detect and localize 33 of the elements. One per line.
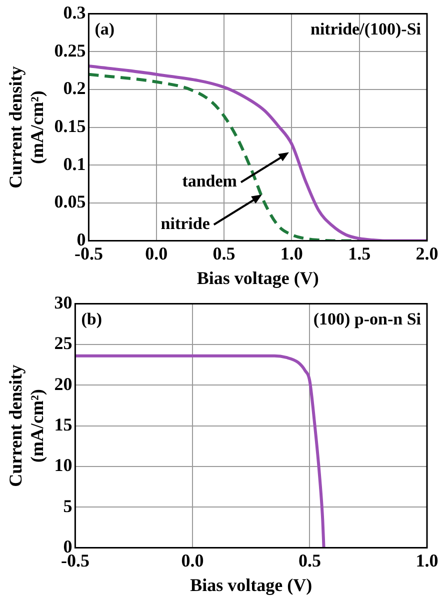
annotation: nitride/(100)-Si (310, 20, 422, 39)
y-tick-label: 25 (54, 333, 72, 354)
y-tick-label: 0.05 (54, 192, 86, 212)
x-tick-label: 2.0 (416, 243, 438, 264)
x-tick-label: 1.5 (348, 243, 371, 264)
x-tick-label: 0.0 (145, 243, 168, 264)
x-tick-label: 1.0 (280, 243, 303, 264)
y-tick-label: 0.1 (63, 154, 86, 174)
y-tick-label: 0.25 (54, 40, 86, 60)
y-tick-label: 0.15 (54, 116, 86, 136)
line-series (88, 72, 361, 241)
x-axis-title: Bias voltage (V) (196, 268, 319, 288)
y-tick-label: 5 (63, 496, 72, 516)
y-tick-label: 0.2 (63, 78, 86, 98)
annotation: (b) (81, 310, 102, 329)
y-tick-label: 15 (54, 414, 72, 434)
x-tick-label: 1.0 (416, 550, 438, 570)
y-tick-label: 30 (54, 292, 72, 312)
x-tick-label: 0.5 (212, 243, 236, 264)
annotation: (100) p-on-n Si (313, 310, 422, 329)
y-tick-label: 20 (54, 374, 72, 394)
line-series (75, 354, 326, 548)
x-tick-label: 0.0 (181, 550, 204, 570)
y-tick-label: 0.3 (63, 2, 86, 22)
x-tick-label: 0.5 (298, 550, 321, 570)
annotation: tandem (182, 172, 237, 191)
annotation: nitride (160, 214, 210, 234)
y-axis-title: Current density (mA/cm²) (5, 364, 48, 487)
y-axis-title: Current density (mA/cm²) (5, 66, 48, 188)
annotation: (a) (94, 20, 115, 39)
line-series (88, 64, 427, 241)
x-axis-title: Bias voltage (V) (190, 574, 312, 595)
y-tick-label: 10 (54, 455, 72, 476)
